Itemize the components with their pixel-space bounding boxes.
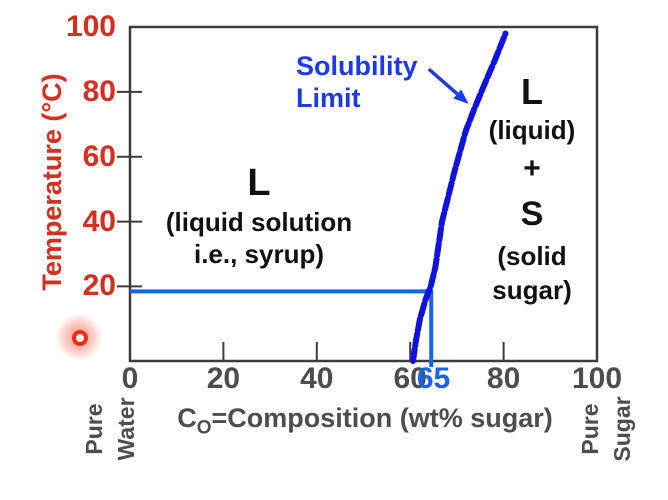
x-axis-title-symbol: C [177,403,197,433]
region-ls-liquid-desc: (liquid) [488,115,576,145]
y-tick-label-80: 80 [82,74,116,108]
solubility-limit-label: Solubility Limit [296,50,496,114]
x-tick-label-60: 60 [393,362,427,395]
x-tick-label-0: 0 [121,362,139,395]
region-ls-liquid-symbol: L [521,71,543,112]
region-ls-plus-sign: + [523,152,541,185]
region-ls-solid-desc-line1: (solid [497,241,567,271]
region-liquid-desc-line2: i.e., syrup) [193,239,325,269]
x-tick-label-20: 20 [206,362,241,395]
annotation-arrow-head [453,89,469,104]
y-tick-label-100: 100 [65,10,116,43]
laser-pointer-dot [72,330,88,346]
x-axis-title-text: =Composition (wt% sugar) [211,403,553,433]
x-tick-label-65: 65 [416,362,451,395]
solubility-limit-line1: Solubility [296,51,418,81]
region-ls-solid-desc-line2: sugar) [492,275,572,305]
region-liquid-symbol: L [247,162,271,204]
x-axis-title-subscript: O [196,417,212,439]
solubility-curve [410,30,509,364]
annotation-arrow-shaft [427,67,459,96]
region-ls-solid-symbol: S [520,195,544,233]
x-tick-label-40: 40 [300,362,334,395]
x-axis-title: CO=Composition (wt% sugar) [150,400,580,439]
region-label-liquid-plus-solid: L (liquid) + S (solid sugar) [468,72,596,306]
region-label-liquid: L (liquid solution i.e., syrup) [130,160,388,270]
x-tick-label-100: 100 [571,362,623,395]
x-tick-label-80: 80 [486,362,521,395]
y-tick-label-60: 60 [82,139,116,173]
region-liquid-desc-line1: (liquid solution [165,207,353,237]
y-tick-label-20: 20 [82,269,116,303]
y-tick-label-40: 40 [82,204,116,238]
solubility-limit-line2: Limit [296,83,361,113]
plot-border [128,25,599,363]
